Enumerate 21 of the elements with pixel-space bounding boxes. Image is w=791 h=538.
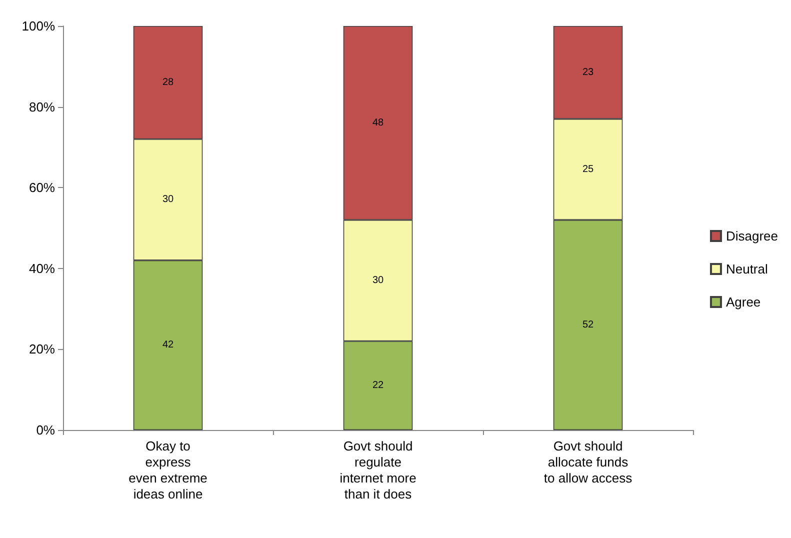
data-label: 25 (582, 164, 594, 175)
y-tick-label: 20% (28, 342, 56, 357)
legend-label: Neutral (726, 262, 768, 276)
y-tick-label: 80% (28, 99, 56, 114)
x-tick-label: Govt should allocate funds to allow access (544, 438, 633, 486)
legend-label: Disagree (726, 228, 778, 244)
data-label: 30 (372, 275, 384, 286)
data-label: 23 (582, 66, 594, 78)
y-tick-label: 40% (28, 260, 56, 276)
data-label: 30 (162, 194, 174, 206)
data-label: 22 (372, 380, 384, 392)
x-tick-label: Okay to express even extreme ideas online (128, 438, 208, 502)
data-label: 52 (582, 319, 594, 330)
data-label: 28 (162, 77, 174, 88)
legend-label: Agree (726, 294, 761, 310)
y-tick-label: 100% (22, 18, 56, 34)
y-tick-label: 0% (36, 422, 56, 438)
data-label: 48 (372, 117, 384, 128)
data-label: 42 (162, 340, 174, 351)
y-tick-label: 60% (28, 180, 56, 196)
x-tick-label: Govt should regulate internet more than it does (340, 438, 416, 502)
